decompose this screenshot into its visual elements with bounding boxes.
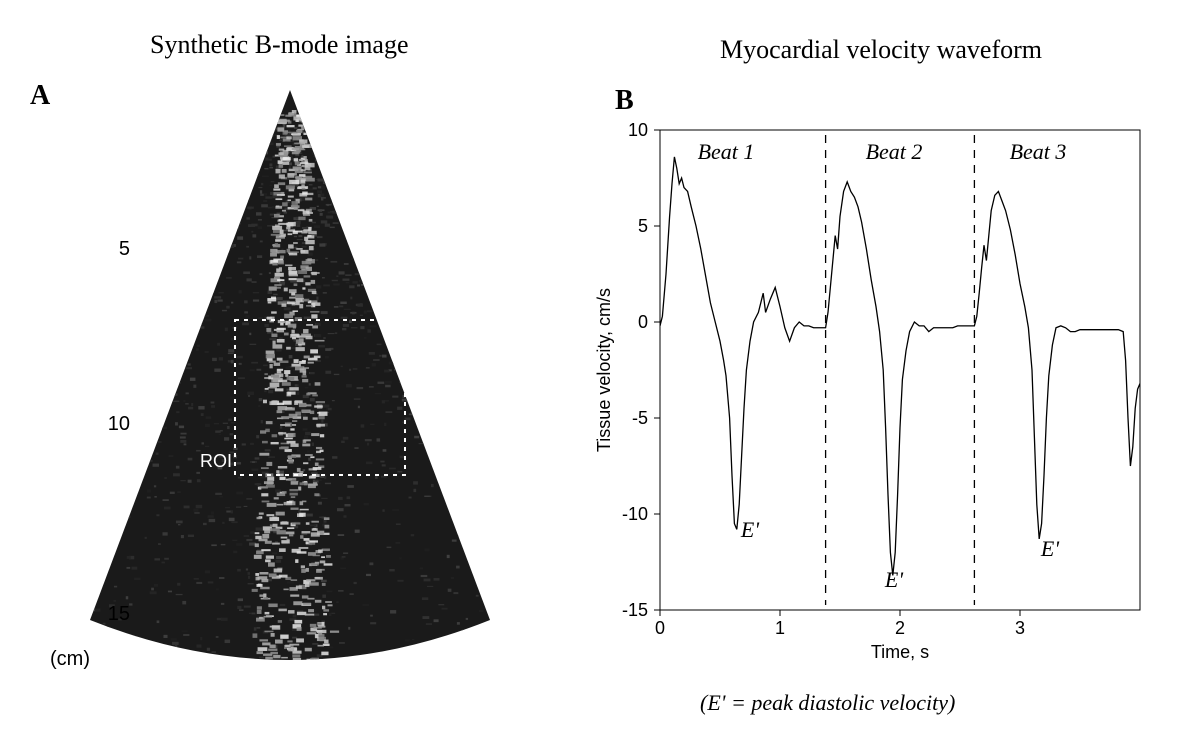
svg-text:3: 3 xyxy=(1015,618,1025,638)
svg-text:-5: -5 xyxy=(632,408,648,428)
svg-text:-10: -10 xyxy=(622,504,648,524)
svg-text:1: 1 xyxy=(775,618,785,638)
svg-text:Tissue velocity, cm/s: Tissue velocity, cm/s xyxy=(594,288,614,452)
bmode-sector: ROI 5 10 15 (cm) xyxy=(50,90,522,682)
svg-text:10: 10 xyxy=(628,120,648,140)
svg-text:Beat 2: Beat 2 xyxy=(866,139,923,164)
svg-text:5: 5 xyxy=(119,238,130,260)
svg-text:Beat 3: Beat 3 xyxy=(1010,139,1067,164)
svg-text:5: 5 xyxy=(638,216,648,236)
svg-text:E': E' xyxy=(1040,536,1059,561)
svg-text:Time, s: Time, s xyxy=(871,642,929,662)
svg-text:E': E' xyxy=(884,567,903,592)
svg-text:0: 0 xyxy=(638,312,648,332)
svg-text:10: 10 xyxy=(108,413,130,435)
svg-text:(cm): (cm) xyxy=(50,648,90,670)
svg-text:-15: -15 xyxy=(622,600,648,620)
svg-text:2: 2 xyxy=(895,618,905,638)
svg-text:Beat 1: Beat 1 xyxy=(698,139,755,164)
svg-text:15: 15 xyxy=(108,603,130,625)
velocity-chart: -15 -10 -5 0 5 10 0 1 2 3 Time, s Tissue velocity, … xyxy=(594,120,1140,662)
svg-text:0: 0 xyxy=(655,618,665,638)
svg-text:E': E' xyxy=(740,517,759,542)
svg-text:ROI: ROI xyxy=(200,451,232,471)
figure-svg: ROI 5 10 15 (cm) -15 -10 -5 0 5 10 0 1 2 3 Time, s Tiss… xyxy=(0,0,1200,750)
